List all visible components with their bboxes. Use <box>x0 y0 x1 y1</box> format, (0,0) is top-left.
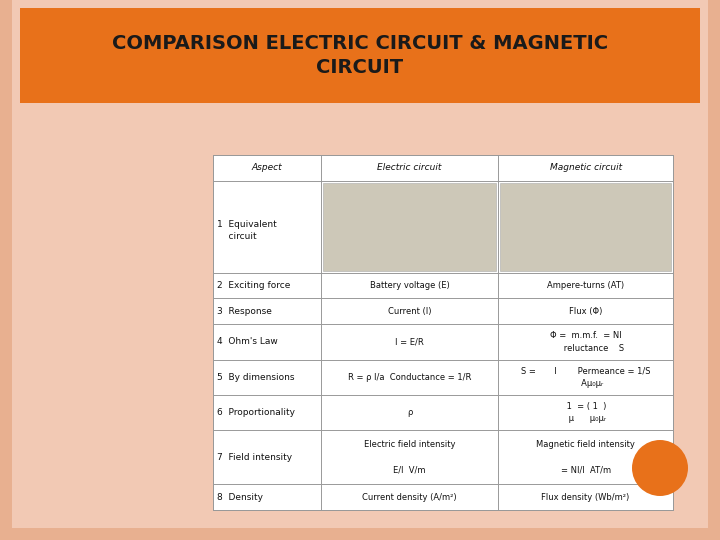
Text: Flux (Φ): Flux (Φ) <box>569 307 603 316</box>
Text: I = E/R: I = E/R <box>395 338 424 346</box>
FancyBboxPatch shape <box>0 0 12 540</box>
FancyBboxPatch shape <box>213 155 673 510</box>
Text: R = ρ l/a  Conductance = 1/R: R = ρ l/a Conductance = 1/R <box>348 373 472 382</box>
FancyBboxPatch shape <box>500 183 671 271</box>
Text: 7  Field intensity: 7 Field intensity <box>217 453 292 462</box>
Text: 5  By dimensions: 5 By dimensions <box>217 373 294 382</box>
FancyBboxPatch shape <box>0 528 720 540</box>
Text: Φ =  m.m.f.  = NI
      reluctance    S: Φ = m.m.f. = NI reluctance S <box>547 331 624 353</box>
Text: Magnetic circuit: Magnetic circuit <box>549 164 621 172</box>
Text: Flux density (Wb/m²): Flux density (Wb/m²) <box>541 492 630 502</box>
Text: 1  = ( 1  )
 μ      μ₀μᵣ: 1 = ( 1 ) μ μ₀μᵣ <box>564 402 607 423</box>
Text: 6  Proportionality: 6 Proportionality <box>217 408 295 417</box>
Text: Magnetic field intensity

= NI/l  AT/m: Magnetic field intensity = NI/l AT/m <box>536 440 635 474</box>
Text: Battery voltage (E): Battery voltage (E) <box>370 281 449 290</box>
Text: Current (I): Current (I) <box>388 307 431 316</box>
Text: 4  Ohm's Law: 4 Ohm's Law <box>217 338 278 346</box>
Circle shape <box>632 440 688 496</box>
Text: Aspect: Aspect <box>252 164 282 172</box>
Text: 8  Density: 8 Density <box>217 492 263 502</box>
Text: Electric circuit: Electric circuit <box>377 164 442 172</box>
FancyBboxPatch shape <box>708 0 720 540</box>
FancyBboxPatch shape <box>20 8 700 103</box>
FancyBboxPatch shape <box>323 183 496 271</box>
Text: ρ: ρ <box>407 408 413 417</box>
Text: 1  Equivalent
    circuit: 1 Equivalent circuit <box>217 220 276 241</box>
Text: COMPARISON ELECTRIC CIRCUIT & MAGNETIC
CIRCUIT: COMPARISON ELECTRIC CIRCUIT & MAGNETIC C… <box>112 34 608 77</box>
Text: Current density (A/m²): Current density (A/m²) <box>362 492 457 502</box>
Text: 3  Response: 3 Response <box>217 307 272 316</box>
Text: 2  Exciting force: 2 Exciting force <box>217 281 290 290</box>
Text: Ampere-turns (AT): Ampere-turns (AT) <box>547 281 624 290</box>
Text: Electric field intensity

E/l  V/m: Electric field intensity E/l V/m <box>364 440 456 474</box>
Text: S =       l        Permeance = 1/S
     Aμ₀μᵣ: S = l Permeance = 1/S Aμ₀μᵣ <box>521 367 650 388</box>
